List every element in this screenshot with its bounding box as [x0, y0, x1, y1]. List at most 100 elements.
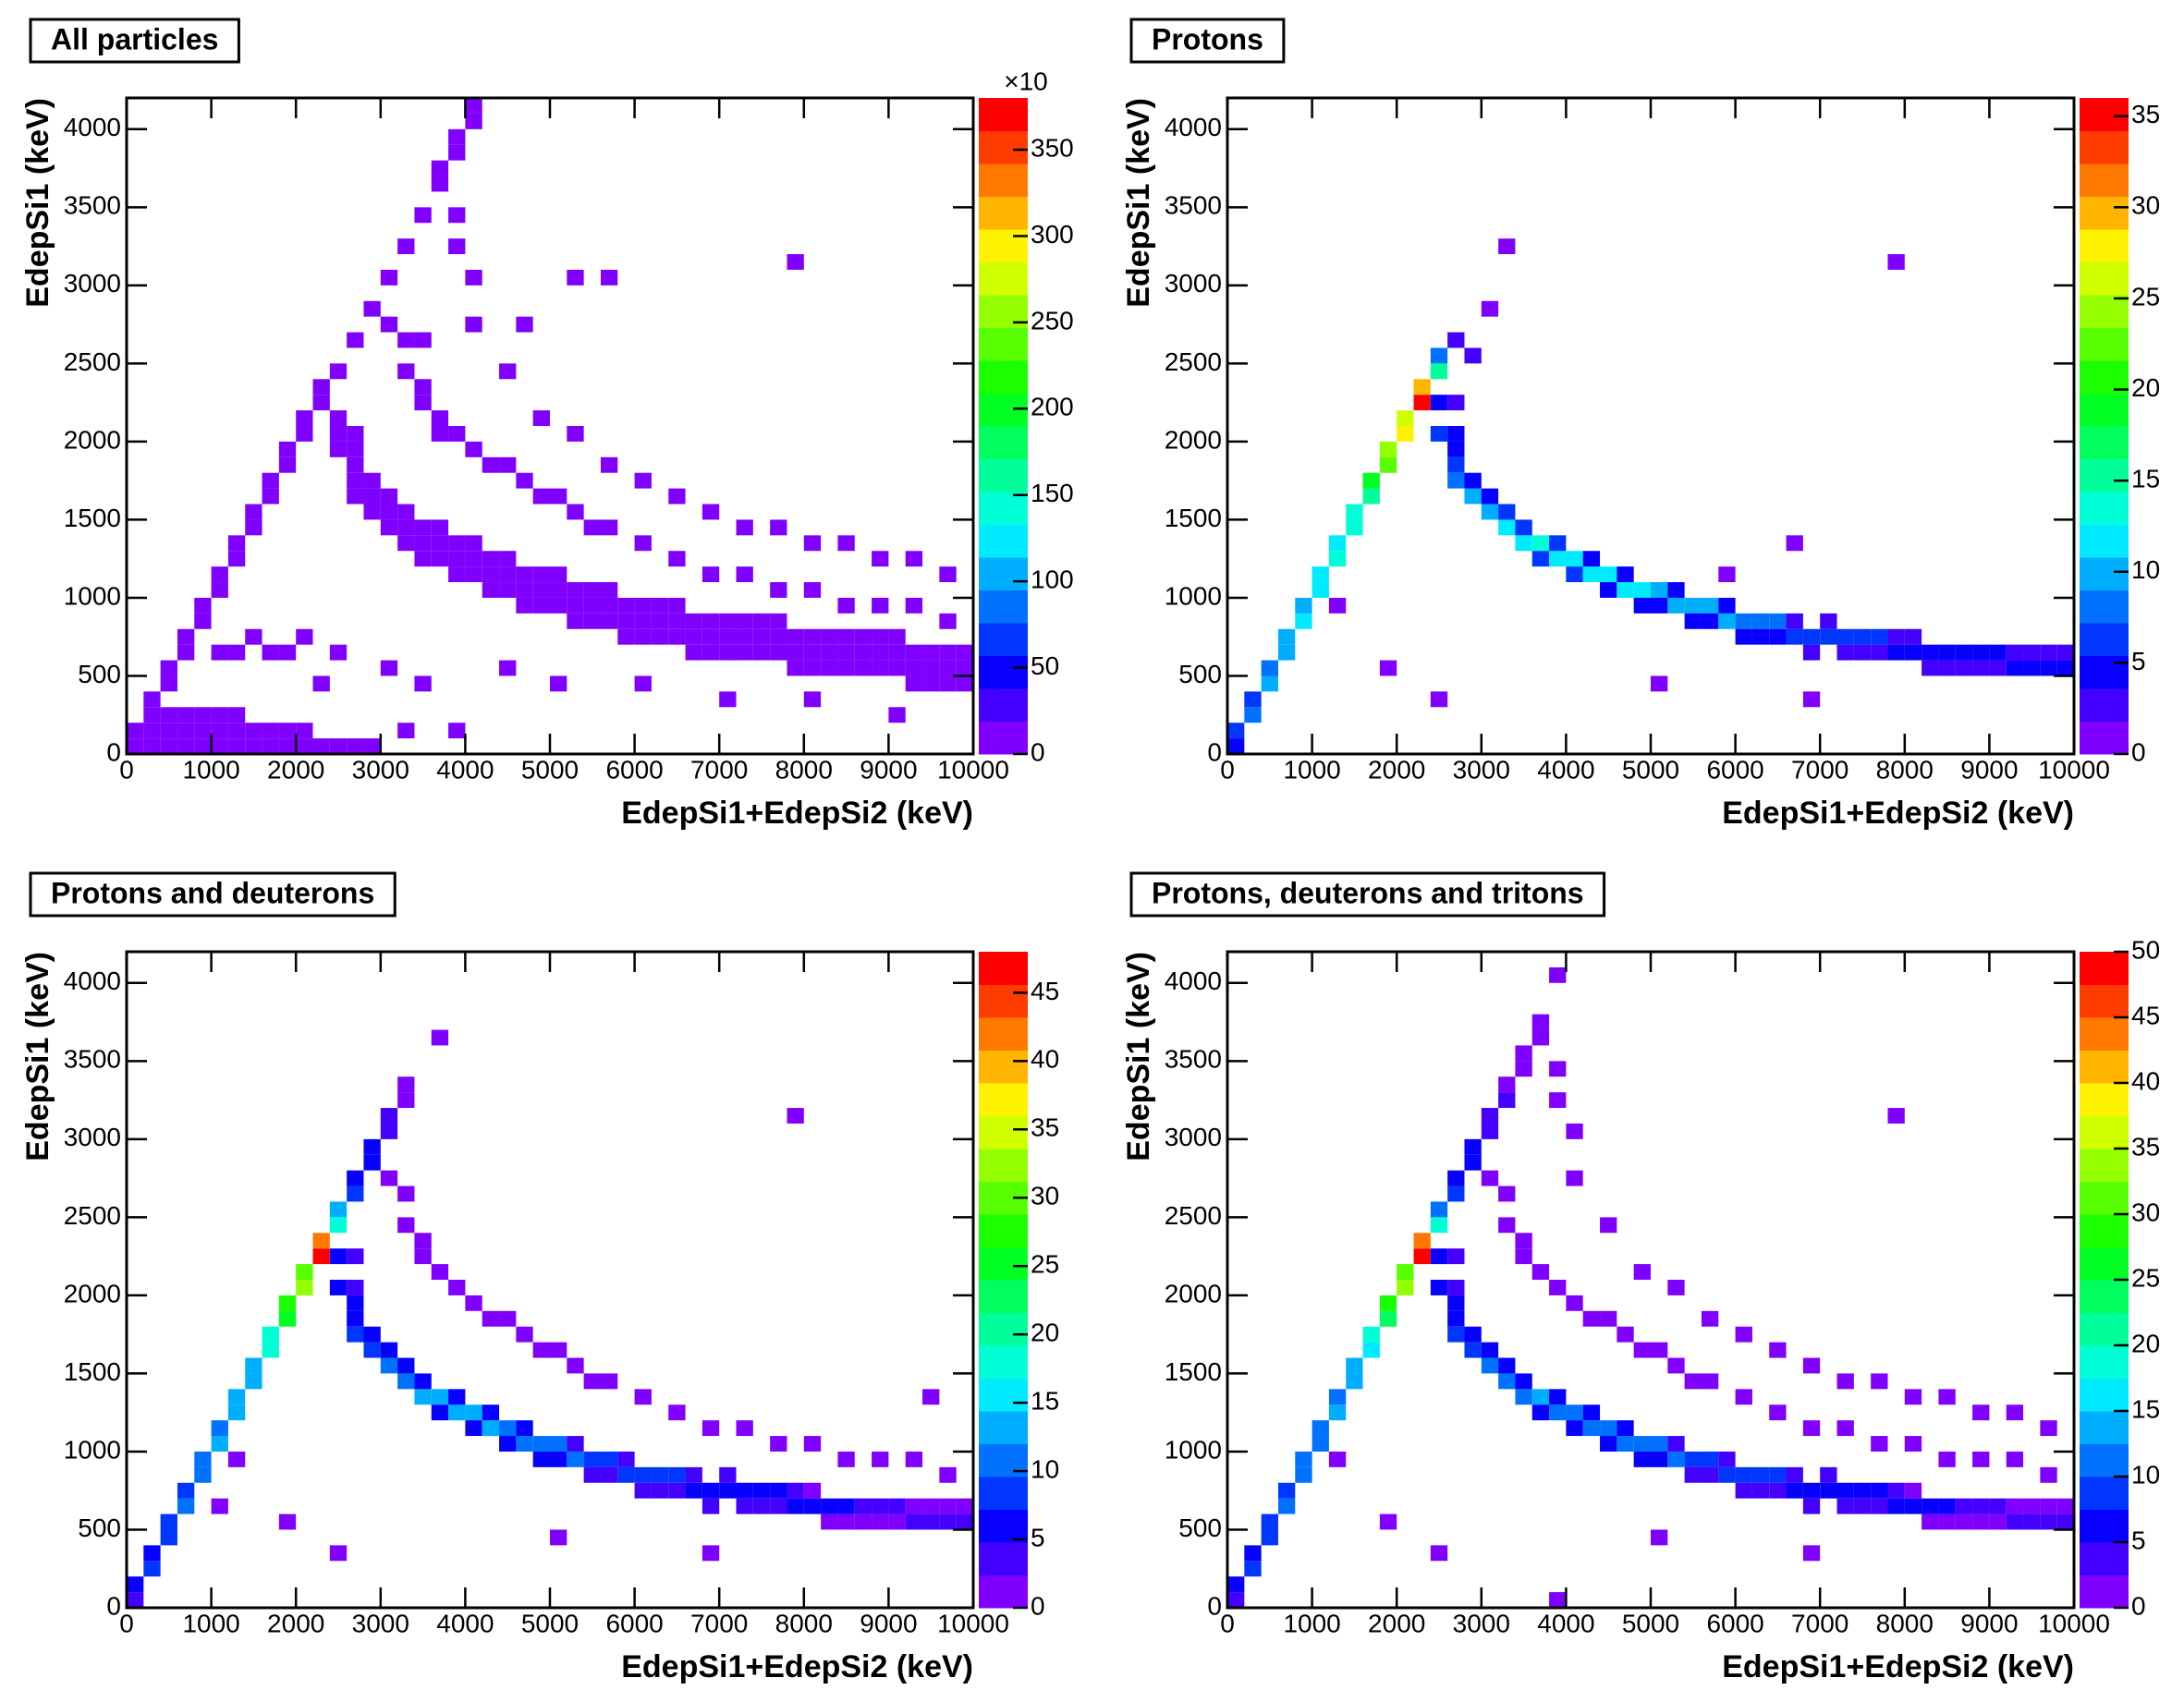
heatmap-cell [1531, 535, 1550, 552]
panel-title-box [29, 871, 397, 918]
x-axis-label: EdepSi1+EdepSi2 (keV) [1722, 796, 2074, 831]
y-tick-label: 0 [1207, 1591, 1222, 1620]
colorbar-band [979, 524, 1028, 558]
colorbar-tick-label: 10 [2131, 555, 2160, 584]
heatmap-cell [1244, 691, 1262, 708]
heatmap-cell [888, 1498, 906, 1514]
heatmap-cell [685, 1482, 702, 1499]
heatmap-cell [1295, 1466, 1312, 1483]
heatmap-cell [1887, 1498, 1905, 1514]
heatmap-cell [143, 691, 161, 708]
colorbar-band [979, 1149, 1028, 1182]
heatmap-cell [194, 1466, 212, 1483]
heatmap-cell [651, 613, 669, 629]
heatmap-cell [1887, 644, 1905, 661]
heatmap-cell [177, 644, 195, 661]
heatmap-cell [380, 269, 398, 286]
x-tick-label: 4000 [1537, 1609, 1594, 1637]
heatmap-cell [211, 723, 228, 739]
heatmap-cell [1820, 1482, 1837, 1499]
heatmap-cell [2023, 1498, 2041, 1514]
x-tick-label: 3000 [1453, 755, 1510, 784]
heatmap-cell [347, 1280, 364, 1295]
colorbar-band [979, 1246, 1028, 1281]
y-tick-label: 2000 [64, 1279, 121, 1307]
heatmap-cell [1481, 488, 1499, 505]
heatmap-cell [1802, 1482, 1821, 1499]
heatmap-cell [516, 1420, 533, 1437]
heatmap-cell [1751, 613, 1770, 629]
heatmap-cell [448, 1404, 466, 1421]
heatmap-cell [1379, 1295, 1397, 1311]
heatmap-cell [194, 613, 212, 629]
heatmap-cell [414, 1373, 432, 1390]
colorbar-band [979, 1050, 1028, 1084]
heatmap-cell [872, 644, 889, 661]
heatmap-cell [1972, 1451, 1990, 1467]
heatmap-cell [888, 644, 906, 661]
heatmap-cell [854, 628, 872, 645]
heatmap-cell [1769, 1342, 1787, 1358]
colorbar-band [2080, 557, 2129, 590]
heatmap-cell [752, 613, 771, 629]
heatmap-cell [465, 316, 482, 333]
x-tick-label: 1000 [1283, 755, 1340, 784]
heatmap-cell [1481, 1342, 1499, 1358]
y-tick-label: 2500 [1165, 347, 1222, 376]
heatmap-cell [347, 456, 364, 473]
x-tick-label: 10000 [2038, 1609, 2110, 1637]
heatmap-cell [329, 1217, 348, 1234]
heatmap-cell [465, 269, 482, 286]
heatmap-cell [1989, 1498, 2007, 1514]
heatmap-cell [550, 566, 567, 583]
heatmap-cell [550, 1342, 567, 1358]
heatmap-cell [380, 488, 398, 505]
heatmap-cell [1684, 1466, 1702, 1483]
heatmap-cell [329, 363, 348, 380]
x-tick-label: 1000 [1283, 1609, 1340, 1637]
heatmap-cell [499, 1310, 517, 1327]
heatmap-cell [363, 504, 381, 520]
heatmap-cell [465, 113, 482, 129]
heatmap-cell [465, 566, 482, 583]
heatmap-cell [1549, 1061, 1567, 1077]
heatmap-cell [1549, 1092, 1567, 1109]
heatmap-cell [736, 613, 753, 629]
heatmap-cell [702, 504, 720, 520]
heatmap-cell [905, 1498, 923, 1514]
heatmap-cell [160, 707, 177, 723]
heatmap-cell [1227, 1592, 1245, 1608]
colorbar-band [979, 164, 1028, 197]
heatmap-cell [296, 410, 313, 426]
heatmap-cell [1853, 644, 1872, 661]
colorbar-band [979, 655, 1028, 689]
heatmap-cell [617, 1466, 635, 1483]
heatmap-cell [1684, 597, 1702, 614]
heatmap-cell [1379, 441, 1397, 457]
heatmap-cell [1887, 254, 1905, 270]
heatmap-cell [1464, 347, 1482, 364]
heatmap-cell [160, 723, 177, 739]
heatmap-cell [143, 723, 161, 739]
heatmap-cell [1684, 1373, 1702, 1390]
heatmap-cell [787, 660, 804, 676]
heatmap-cell [668, 551, 686, 567]
heatmap-cell [1261, 660, 1278, 676]
x-tick-label: 1000 [182, 755, 239, 784]
heatmap-cell [516, 566, 533, 583]
heatmap-cell [1633, 1264, 1651, 1280]
heatmap-cell [397, 332, 415, 348]
colorbar-band [2080, 261, 2129, 296]
colorbar-band [979, 492, 1028, 525]
heatmap-cell [160, 660, 177, 676]
heatmap-cell [143, 1545, 161, 1562]
heatmap-cell [2023, 1514, 2041, 1530]
colorbar-band [979, 229, 1028, 262]
heatmap-cell [872, 551, 889, 567]
heatmap-cell [634, 628, 652, 645]
heatmap-cell [1227, 723, 1245, 739]
heatmap-cell [821, 1498, 838, 1514]
heatmap-cell [1955, 660, 1973, 676]
heatmap-cell [347, 1295, 364, 1311]
x-tick-label: 3000 [352, 1609, 409, 1637]
